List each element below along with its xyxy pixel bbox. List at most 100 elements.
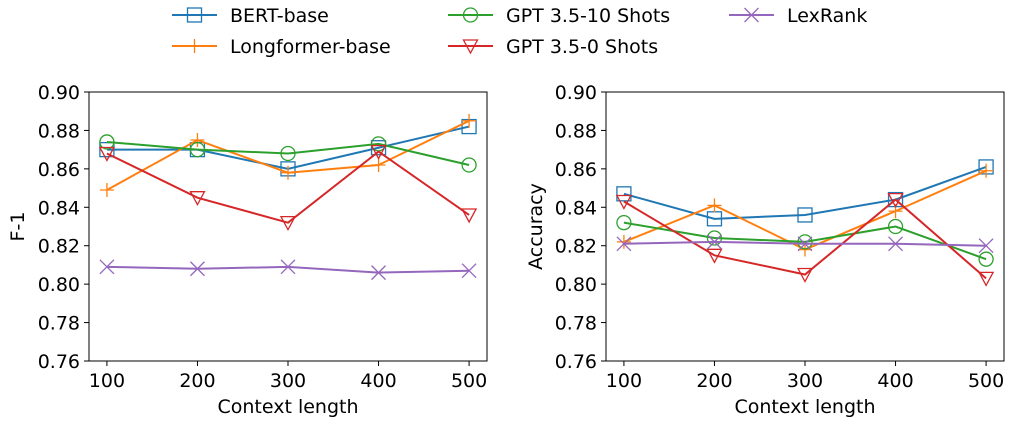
- legend-marker-gpt-3-5-10-shots: [462, 7, 479, 23]
- y-tick-label: 0.86: [38, 159, 80, 181]
- legend-marker-longformer-base: [187, 39, 202, 53]
- y-tick-label: 0.78: [555, 313, 597, 335]
- legend-marker-gpt-3-5-0-shots: [462, 39, 479, 55]
- x-tick-label: 500: [451, 370, 487, 392]
- data-point-lexrank: [99, 259, 115, 275]
- x-axis-label: Context length: [217, 396, 358, 418]
- y-tick-label: 0.80: [38, 274, 80, 296]
- y-tick-label: 0.88: [555, 120, 597, 142]
- x-tick-label: 300: [787, 370, 823, 392]
- y-axis-label: F-1: [7, 212, 29, 242]
- x-tick-label: 100: [89, 370, 125, 392]
- data-point-gpt-3-5-0-shots: [370, 144, 387, 160]
- x-tick-label: 300: [270, 370, 306, 392]
- data-point-gpt-3-5-10-shots: [706, 230, 723, 246]
- data-point-gpt-3-5-10-shots: [461, 157, 477, 173]
- data-point-gpt-3-5-0-shots: [279, 216, 297, 232]
- legend-label-gpt-3-5-0-shots: GPT 3.5-0 Shots: [506, 36, 658, 58]
- f1-chart: 0.76 0.78 0.80 0.82 0.84 0.86 0.88 0.90 100 200 30…: [7, 82, 488, 418]
- legend-item-lexrank: LexRank: [729, 5, 867, 27]
- data-point-longformer-base: [707, 198, 722, 213]
- series-line-longformer-base: [623, 169, 987, 251]
- y-tick-label: 0.76: [555, 351, 597, 373]
- legend: BERT-base Longformer-base GPT 3.5-10 Shots…: [172, 5, 867, 58]
- data-point-gpt-3-5-10-shots: [280, 145, 296, 162]
- y-tick-label: 0.80: [555, 274, 597, 296]
- x-tick-label: 200: [179, 370, 215, 392]
- data-point-lexrank: [371, 265, 387, 281]
- series-lexrank: [99, 259, 477, 281]
- data-point-longformer-base: [281, 165, 295, 180]
- legend-label-longformer-base: Longformer-base: [230, 36, 391, 58]
- data-point-gpt-3-5-0-shots: [887, 192, 904, 208]
- data-point-longformer-base: [979, 163, 994, 178]
- series-gpt-3-5-0-shots: [615, 192, 995, 287]
- data-point-lexrank: [616, 236, 632, 252]
- data-point-gpt-3-5-0-shots: [978, 271, 995, 287]
- data-point-longformer-base: [99, 182, 114, 197]
- data-point-gpt-3-5-0-shots: [796, 267, 814, 283]
- data-point-longformer-base: [371, 158, 386, 173]
- y-tick-label: 0.90: [38, 82, 80, 104]
- data-point-gpt-3-5-0-shots: [706, 248, 723, 264]
- data-point-lexrank: [189, 261, 205, 277]
- data-point-lexrank: [888, 236, 904, 252]
- y-tick-label: 0.82: [38, 236, 80, 258]
- legend-label-bert-base: BERT-base: [230, 5, 329, 27]
- data-point-lexrank: [280, 259, 296, 275]
- data-point-gpt-3-5-10-shots: [99, 134, 115, 150]
- data-point-gpt-3-5-10-shots: [616, 215, 632, 231]
- data-point-bert-base: [370, 140, 387, 156]
- series-line-gpt-3-5-0-shots: [623, 198, 987, 280]
- data-point-gpt-3-5-10-shots: [189, 141, 206, 158]
- legend-item-longformer-base: Longformer-base: [172, 36, 391, 58]
- data-point-lexrank: [461, 263, 477, 279]
- y-tick-label: 0.84: [38, 197, 80, 219]
- plot-frame: [88, 91, 488, 362]
- x-tick-label: 400: [360, 370, 396, 392]
- x-tick-label: 500: [968, 370, 1004, 392]
- legend-label-gpt-3-5-10-shots: GPT 3.5-10 Shots: [506, 5, 670, 27]
- legend-item-bert-base: BERT-base: [172, 5, 329, 27]
- y-tick-label: 0.90: [555, 82, 597, 104]
- series-line-gpt-3-5-0-shots: [106, 150, 470, 224]
- x-tick-label: 100: [606, 370, 642, 392]
- y-axis-label: Accuracy: [525, 183, 547, 270]
- series-gpt-3-5-10-shots: [616, 215, 994, 267]
- y-tick-label: 0.78: [38, 313, 80, 335]
- legend-marker-lexrank: [744, 7, 759, 23]
- x-tick-label: 400: [877, 370, 913, 392]
- data-point-longformer-base: [190, 133, 205, 148]
- data-point-lexrank: [706, 234, 722, 250]
- y-tick-label: 0.84: [555, 197, 597, 219]
- data-point-gpt-3-5-10-shots: [887, 218, 904, 235]
- x-tick-label: 200: [696, 370, 732, 392]
- x-axis-label: Context length: [734, 396, 875, 418]
- y-tick-label: 0.88: [38, 120, 80, 142]
- series-line-bert-base: [623, 165, 987, 220]
- series-lexrank: [616, 234, 994, 254]
- data-point-gpt-3-5-0-shots: [615, 194, 632, 210]
- legend-label-lexrank: LexRank: [787, 5, 867, 27]
- data-point-gpt-3-5-10-shots: [978, 251, 994, 267]
- data-point-bert-base: [616, 186, 632, 202]
- series-gpt-3-5-0-shots: [98, 144, 478, 232]
- data-point-bert-base: [797, 207, 813, 223]
- legend-item-gpt-3-5-10-shots: GPT 3.5-10 Shots: [448, 5, 670, 27]
- y-tick-label: 0.82: [555, 236, 597, 258]
- data-point-longformer-base: [798, 242, 812, 257]
- series-longformer-base: [99, 113, 477, 197]
- y-tick-label: 0.86: [555, 159, 597, 181]
- accuracy-chart: 0.76 0.78 0.80 0.82 0.84 0.86 0.88 0.90 100 200 30…: [525, 82, 1005, 418]
- data-point-lexrank: [978, 238, 994, 254]
- data-point-gpt-3-5-0-shots: [461, 208, 478, 224]
- legend-item-gpt-3-5-0-shots: GPT 3.5-0 Shots: [448, 36, 658, 58]
- series-line-gpt-3-5-10-shots: [106, 140, 470, 166]
- y-tick-label: 0.76: [38, 351, 80, 373]
- data-point-lexrank: [797, 236, 813, 252]
- data-point-longformer-base: [462, 113, 477, 128]
- data-point-gpt-3-5-10-shots: [797, 234, 813, 250]
- data-point-gpt-3-5-0-shots: [98, 146, 115, 162]
- series-line-gpt-3-5-10-shots: [623, 221, 987, 261]
